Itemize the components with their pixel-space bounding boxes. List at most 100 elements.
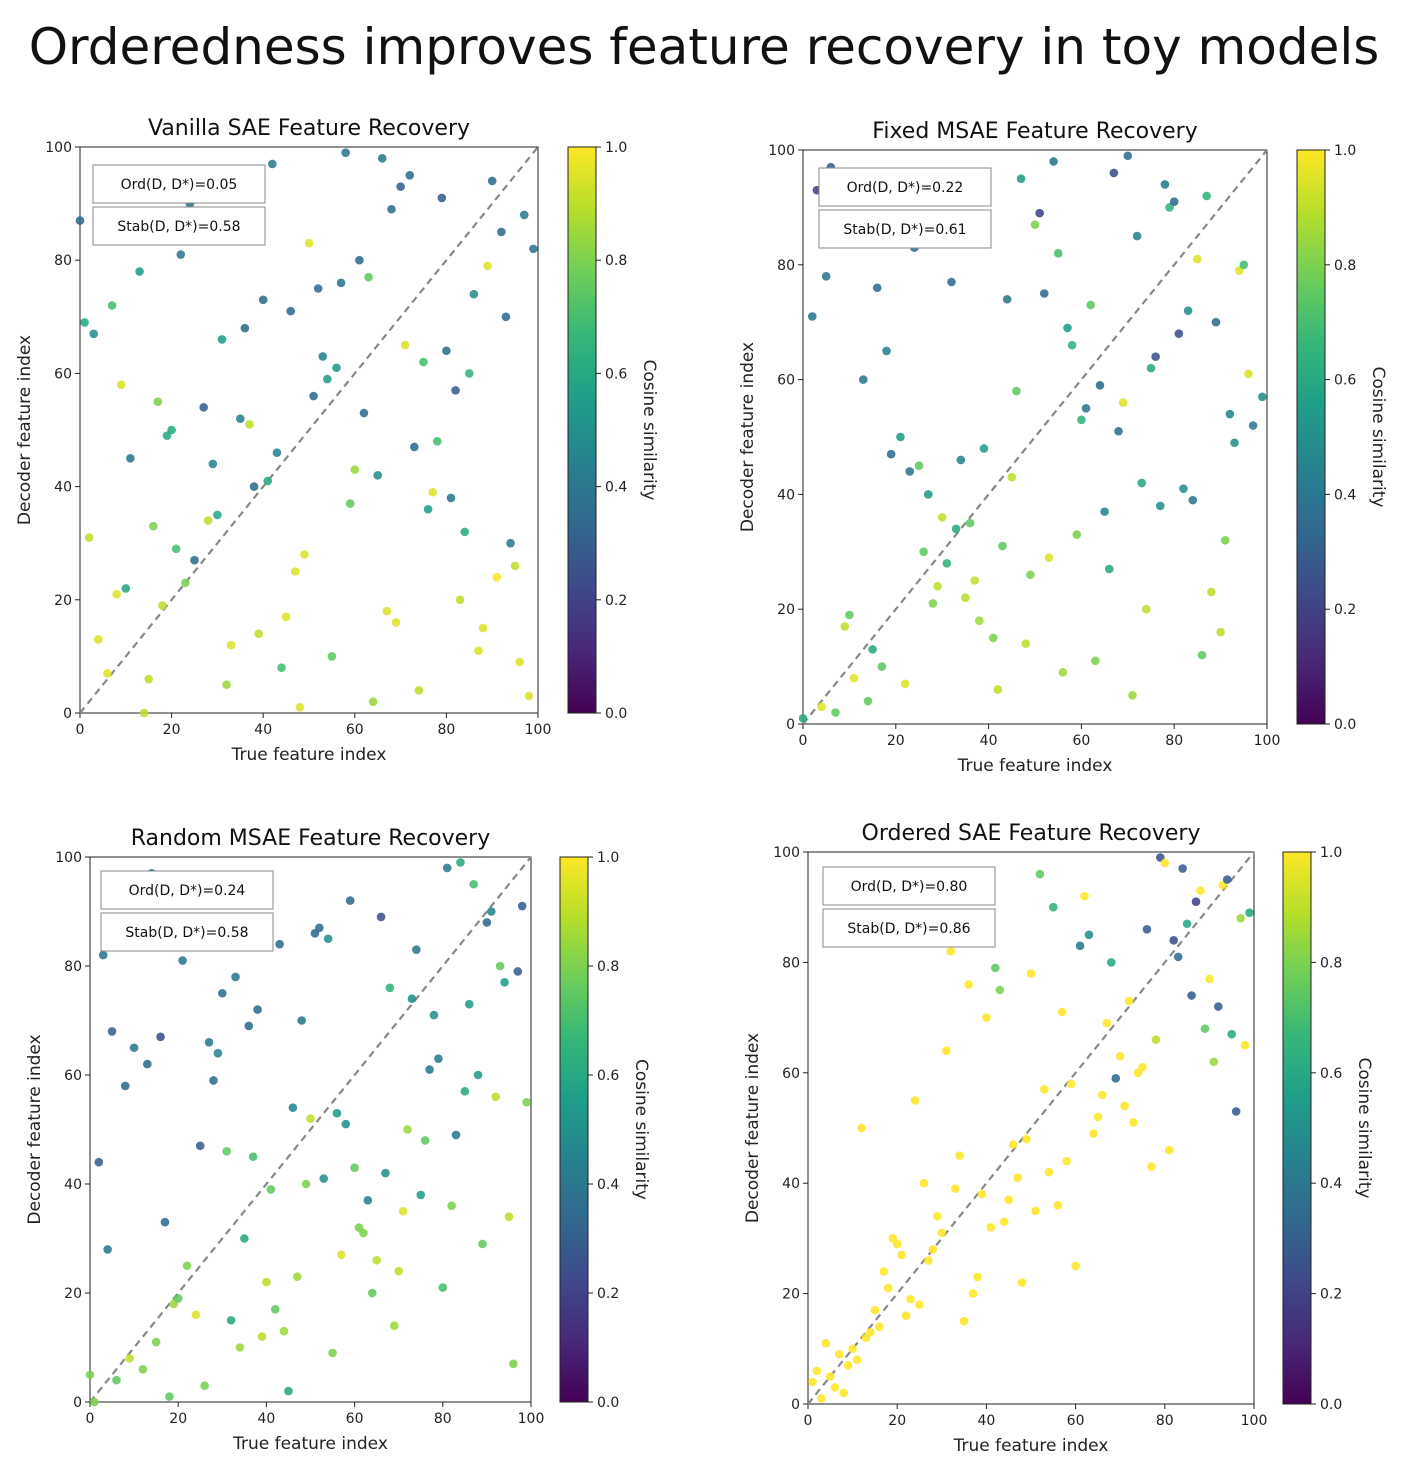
scatter-point <box>359 408 369 418</box>
colorbar <box>1282 851 1312 1405</box>
scatter-point <box>138 1365 148 1374</box>
scatter-point <box>1182 919 1192 929</box>
scatter-point <box>226 640 236 650</box>
scatter-point <box>1049 157 1058 166</box>
scatter-point <box>1035 869 1045 879</box>
scatter-point <box>473 1070 483 1080</box>
scatter-point <box>1030 220 1040 229</box>
scatter-point <box>914 461 924 471</box>
scatter-point <box>290 567 300 576</box>
colorbar-tick-label: 0.8 <box>597 959 619 975</box>
y-tick-label: 40 <box>64 1177 82 1193</box>
x-tick-label: 60 <box>1067 1413 1085 1429</box>
colorbar-label: Cosine similarity <box>1368 367 1388 508</box>
scatter-point <box>1013 1173 1022 1182</box>
scatter-point <box>203 516 213 525</box>
scatter-point <box>1062 1156 1071 1166</box>
scatter-point <box>90 1397 99 1407</box>
scatter-point <box>1067 340 1077 350</box>
x-tick-label: 20 <box>887 733 905 749</box>
scatter-point <box>995 985 1005 995</box>
scatter-point <box>1111 1074 1121 1083</box>
scatter-point <box>143 1059 152 1069</box>
scatter-point <box>807 312 817 321</box>
scatter-point <box>515 657 524 667</box>
scatter-point <box>845 610 854 620</box>
scatter-point <box>1124 996 1134 1006</box>
scatter-point <box>852 1355 862 1365</box>
scatter-point <box>286 306 295 316</box>
scatter-point <box>195 1141 205 1151</box>
x-tick-label: 0 <box>804 1413 813 1429</box>
x-tick-label: 80 <box>434 1411 452 1427</box>
scatter-point <box>1098 1090 1107 1100</box>
chart-panel-3: Random MSAE Feature Recovery 0 20 40 60 80 100… <box>25 826 651 1454</box>
scatter-point <box>226 1315 236 1325</box>
scatter-point <box>808 1377 817 1387</box>
scatter-point <box>821 1338 831 1348</box>
scatter-point <box>817 1394 826 1403</box>
scatter-point <box>941 1046 951 1056</box>
scatter-point <box>442 863 452 873</box>
scatter-point <box>400 340 410 350</box>
scatter-point <box>171 544 181 554</box>
colorbar-tick-label: 0.2 <box>1320 1287 1342 1303</box>
scatter-point <box>1120 1101 1129 1111</box>
scatter-point <box>1106 958 1116 967</box>
y-axis-label: Decoder feature index <box>15 335 35 525</box>
scatter-point <box>1128 691 1137 700</box>
scatter-point <box>900 679 910 689</box>
scatter-point <box>460 1087 470 1096</box>
scatter-point <box>919 1178 929 1188</box>
colorbar-tick-label: 1.0 <box>1320 845 1342 861</box>
scatter-point <box>199 403 208 412</box>
y-tick-label: 40 <box>777 487 795 503</box>
scatter-point <box>1196 886 1205 895</box>
scatter-point <box>1142 604 1151 614</box>
ord-metric-label: Ord(D, D*)=0.22 <box>847 180 964 196</box>
scatter-point <box>1016 174 1026 183</box>
y-tick-label: 60 <box>782 1066 800 1082</box>
scatter-point <box>103 669 112 678</box>
scatter-point <box>350 1163 359 1172</box>
scatter-point <box>350 465 360 474</box>
scatter-point <box>928 1245 938 1254</box>
chart-panel-2: Fixed MSAE Feature Recovery 0 20 40 60 80 100 0… <box>738 119 1388 776</box>
chart-title: Vanilla SAE Feature Recovery <box>148 116 470 141</box>
colorbar <box>559 856 589 1403</box>
scatter-point <box>483 261 492 271</box>
scatter-point <box>398 1206 408 1216</box>
scatter-point <box>389 1321 399 1330</box>
scatter-point <box>1012 386 1021 396</box>
scatter-point <box>1146 363 1156 373</box>
scatter-point <box>1104 564 1114 574</box>
scatter-point <box>1225 409 1235 419</box>
scatter-point <box>906 1294 915 1304</box>
x-tick-label: 100 <box>1254 733 1281 749</box>
scatter-point <box>834 1350 844 1359</box>
scatter-point <box>372 1256 381 1265</box>
scatter-point <box>1244 369 1253 379</box>
scatter-point <box>849 673 859 683</box>
scatter-point <box>1142 924 1152 934</box>
scatter-point <box>231 972 240 982</box>
scatter-point <box>830 1383 840 1392</box>
scatter-point <box>1035 208 1044 218</box>
scatter-point <box>982 1013 991 1022</box>
scatter-point <box>410 442 419 452</box>
scatter-point <box>478 1239 487 1249</box>
scatter-point <box>359 1228 368 1238</box>
scatter-point <box>429 1010 439 1020</box>
scatter-point <box>1053 249 1063 258</box>
scatter-point <box>812 1366 822 1376</box>
scatter-point <box>968 1289 978 1298</box>
scatter-point <box>306 1114 315 1123</box>
scatter-point <box>1239 260 1249 270</box>
scatter-point <box>209 1076 218 1085</box>
identity-diagonal <box>802 149 1268 725</box>
stab-metric-label: Stab(D, D*)=0.58 <box>125 925 248 941</box>
scatter-point <box>857 1123 866 1133</box>
scatter-point <box>248 1152 258 1162</box>
colorbar-tick-label: 0.8 <box>605 253 627 269</box>
